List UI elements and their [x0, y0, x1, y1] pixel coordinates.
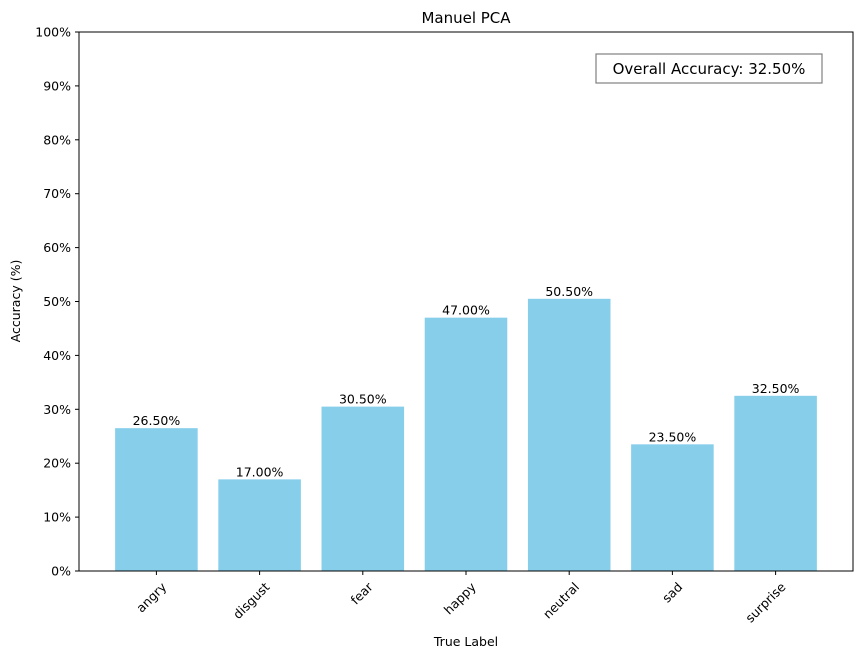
- y-tick-label: 30%: [43, 402, 71, 417]
- annotation-box: [595, 53, 823, 84]
- x-tick-label: angry: [133, 579, 170, 616]
- bar-angry: [115, 428, 198, 571]
- y-axis-label: Accuracy (%): [8, 260, 23, 343]
- plot-frame: [78, 31, 854, 572]
- bars: [115, 298, 817, 571]
- x-tick-label: disgust: [230, 579, 273, 622]
- x-tick-label: surprise: [742, 579, 788, 625]
- x-axis-label: True Label: [433, 634, 498, 649]
- bar-value-label: 17.00%: [236, 464, 284, 479]
- y-tick-label: 20%: [43, 456, 71, 471]
- bar-value-label: 32.50%: [752, 381, 800, 396]
- overall-accuracy-annotation: Overall Accuracy: 32.50%: [595, 53, 823, 84]
- bar-surprise: [734, 395, 817, 571]
- y-tick-label: 50%: [43, 294, 71, 309]
- bar-neutral: [527, 298, 611, 571]
- y-tick-label: 80%: [43, 132, 71, 147]
- y-tick-label: 40%: [43, 348, 71, 363]
- bar-disgust: [218, 479, 301, 571]
- bar-value-label: 50.50%: [545, 284, 593, 299]
- bar-value-labels: 26.50% 17.00% 30.50% 47.00% 50.50% 23.50% 32.5…: [133, 284, 800, 480]
- chart-title: Manuel PCA: [421, 9, 511, 27]
- bar-fear: [321, 406, 405, 571]
- x-tick-label: sad: [659, 579, 685, 605]
- annotation-text: Overall Accuracy: 32.50%: [613, 60, 806, 78]
- bar-value-label: 26.50%: [133, 413, 181, 428]
- x-axis-ticks: angry disgust fear happy neutral sad surprise: [133, 571, 789, 625]
- bar-value-label: 23.50%: [649, 429, 697, 444]
- y-tick-label: 70%: [43, 186, 71, 201]
- y-tick-label: 100%: [35, 25, 71, 40]
- x-tick-label: happy: [441, 579, 480, 618]
- bar-sad: [631, 444, 714, 571]
- y-axis-ticks: 0% 10% 20% 30% 40% 50% 60% 70% 80% 90% 100%: [35, 25, 79, 579]
- y-tick-label: 10%: [43, 510, 71, 525]
- y-tick-label: 60%: [43, 240, 71, 255]
- x-tick-label: neutral: [540, 579, 582, 621]
- x-tick-label: fear: [347, 579, 376, 608]
- y-tick-label: 90%: [43, 78, 71, 93]
- bar-value-label: 47.00%: [442, 303, 490, 318]
- bar-happy: [424, 317, 508, 571]
- bar-value-label: 30.50%: [339, 392, 387, 407]
- y-tick-label: 0%: [51, 564, 71, 579]
